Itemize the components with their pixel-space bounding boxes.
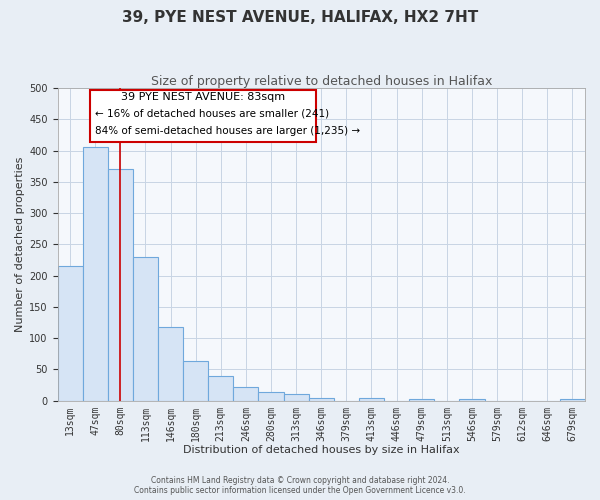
FancyBboxPatch shape — [90, 90, 316, 142]
Bar — [359, 398, 384, 400]
Text: 39 PYE NEST AVENUE: 83sqm: 39 PYE NEST AVENUE: 83sqm — [121, 92, 285, 102]
Bar — [183, 362, 208, 401]
Text: Contains HM Land Registry data © Crown copyright and database right 2024.
Contai: Contains HM Land Registry data © Crown c… — [134, 476, 466, 495]
Y-axis label: Number of detached properties: Number of detached properties — [15, 156, 25, 332]
Bar — [58, 266, 83, 400]
Title: Size of property relative to detached houses in Halifax: Size of property relative to detached ho… — [151, 75, 492, 88]
Text: ← 16% of detached houses are smaller (241): ← 16% of detached houses are smaller (24… — [95, 108, 329, 118]
Text: 39, PYE NEST AVENUE, HALIFAX, HX2 7HT: 39, PYE NEST AVENUE, HALIFAX, HX2 7HT — [122, 10, 478, 25]
Bar — [133, 257, 158, 400]
Bar — [259, 392, 284, 400]
Bar — [308, 398, 334, 400]
Bar — [409, 399, 434, 400]
Text: 84% of semi-detached houses are larger (1,235) →: 84% of semi-detached houses are larger (… — [95, 126, 361, 136]
X-axis label: Distribution of detached houses by size in Halifax: Distribution of detached houses by size … — [183, 445, 460, 455]
Bar — [284, 394, 308, 400]
Bar — [108, 170, 133, 400]
Bar — [233, 387, 259, 400]
Bar — [460, 399, 485, 400]
Bar — [83, 148, 108, 400]
Bar — [208, 376, 233, 400]
Bar — [158, 327, 183, 400]
